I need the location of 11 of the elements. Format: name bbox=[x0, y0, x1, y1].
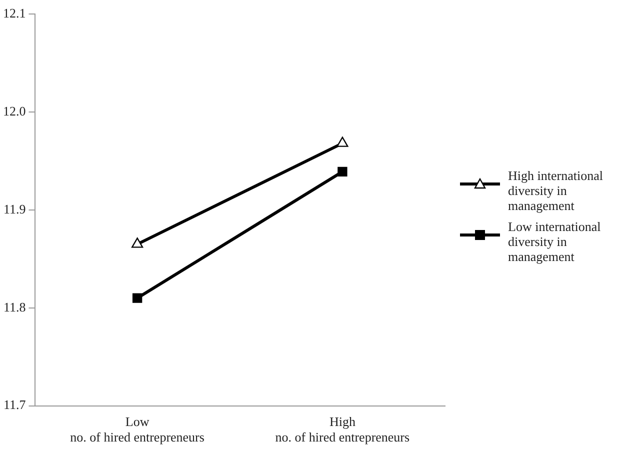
y-tick-label: 11.7 bbox=[3, 397, 26, 412]
y-tick-label: 12.1 bbox=[3, 5, 26, 20]
x-tick-label: Low no. of hired entrepreneurs bbox=[70, 414, 204, 445]
y-tick-label: 11.9 bbox=[3, 201, 26, 216]
point bbox=[338, 166, 348, 177]
y-tick-label: 11.8 bbox=[3, 299, 26, 314]
y-tick-label: 12.0 bbox=[3, 103, 26, 118]
x-tick-label: High no. of hired entrepreneurs bbox=[275, 414, 410, 445]
legend-label: Low international diversity in management bbox=[508, 219, 602, 264]
point bbox=[132, 293, 142, 303]
legend-label: High international diversity in management bbox=[508, 168, 604, 213]
